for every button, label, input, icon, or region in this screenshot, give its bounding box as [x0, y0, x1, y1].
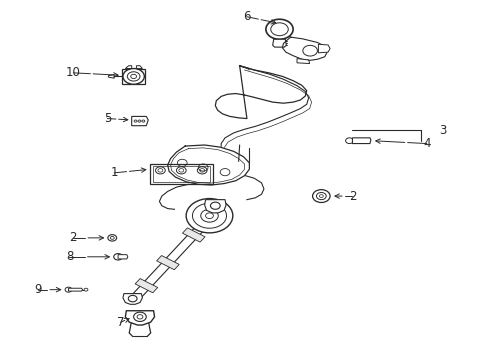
Text: 5: 5	[103, 112, 111, 125]
Circle shape	[128, 296, 137, 302]
Polygon shape	[108, 75, 114, 78]
Circle shape	[345, 138, 353, 144]
Circle shape	[137, 315, 142, 319]
Text: 8: 8	[66, 250, 73, 263]
Circle shape	[186, 199, 232, 233]
Polygon shape	[149, 164, 212, 184]
Text: 9: 9	[34, 283, 41, 296]
Polygon shape	[182, 228, 204, 242]
Circle shape	[130, 74, 136, 78]
Text: 1: 1	[110, 166, 118, 179]
Text: 6: 6	[243, 10, 250, 23]
Polygon shape	[156, 256, 179, 270]
Circle shape	[302, 45, 317, 56]
Polygon shape	[135, 279, 158, 293]
Circle shape	[138, 120, 141, 122]
Polygon shape	[272, 39, 286, 47]
Circle shape	[319, 195, 323, 198]
Circle shape	[134, 120, 137, 122]
Circle shape	[192, 203, 226, 228]
Circle shape	[110, 237, 114, 239]
Circle shape	[201, 209, 218, 222]
Circle shape	[84, 288, 88, 291]
Circle shape	[65, 287, 72, 292]
Polygon shape	[68, 288, 82, 291]
Circle shape	[210, 202, 220, 209]
Text: 3: 3	[438, 124, 446, 137]
Polygon shape	[122, 68, 144, 84]
Circle shape	[316, 193, 325, 200]
Polygon shape	[122, 294, 142, 304]
Polygon shape	[136, 66, 142, 68]
Circle shape	[142, 120, 144, 122]
Polygon shape	[118, 255, 127, 259]
Circle shape	[133, 312, 146, 321]
Polygon shape	[167, 145, 249, 185]
Circle shape	[122, 68, 144, 84]
Circle shape	[127, 72, 140, 81]
Text: 10: 10	[66, 66, 81, 79]
Text: 2: 2	[348, 190, 355, 203]
Text: 4: 4	[422, 137, 430, 150]
Circle shape	[205, 213, 213, 219]
Text: 7: 7	[117, 316, 124, 329]
Circle shape	[108, 235, 116, 241]
Polygon shape	[296, 59, 309, 64]
Polygon shape	[318, 44, 329, 53]
Polygon shape	[131, 116, 148, 126]
Polygon shape	[352, 138, 370, 144]
Circle shape	[312, 190, 329, 203]
Circle shape	[270, 23, 287, 36]
Polygon shape	[125, 311, 154, 325]
Polygon shape	[204, 200, 225, 213]
Text: 2: 2	[69, 231, 77, 244]
Circle shape	[265, 19, 292, 39]
Polygon shape	[125, 66, 131, 68]
Circle shape	[114, 253, 122, 260]
